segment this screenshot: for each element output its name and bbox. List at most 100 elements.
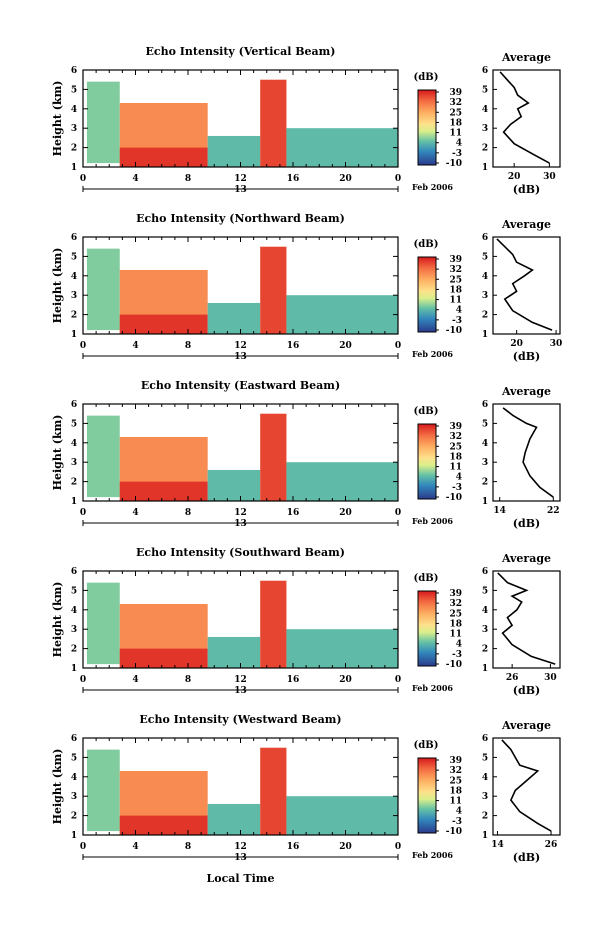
y-tick-label: 4: [71, 439, 77, 449]
panel-5: Echo Intensity (Westward Beam) 12 3 4 5 6 Heig…: [51, 713, 561, 885]
average-y-tick-label: 1: [482, 163, 488, 173]
average-x-tick-label: 22: [547, 506, 560, 516]
colorbar-tick-label: -10: [446, 326, 462, 336]
colorbar-tick-label: 11: [449, 797, 462, 807]
day-label: 13: [234, 352, 247, 362]
x-tick-label: 0: [395, 842, 401, 852]
heatmap-cell: [207, 636, 261, 668]
y-tick-label: 3: [71, 625, 77, 635]
x-tick-label: 4: [132, 508, 138, 518]
day-label: 13: [234, 686, 247, 696]
colorbar-unit: (dB): [414, 406, 439, 417]
day-label: 13: [234, 853, 247, 863]
y-tick-label: 5: [71, 753, 77, 763]
x-tick-label: 16: [287, 675, 300, 685]
y-axis-label: Height (km): [51, 749, 64, 825]
x-tick-label: 8: [185, 842, 191, 852]
y-tick-label: 1: [71, 497, 77, 507]
colorbar-tick-label: 4: [456, 807, 462, 817]
average-y-tick-label: 3: [482, 291, 488, 301]
average-y-tick-label: 3: [482, 625, 488, 635]
x-tick-label: 4: [132, 842, 138, 852]
x-tick-label: 12: [234, 842, 247, 852]
average-x-tick-label: 20: [508, 172, 521, 182]
average-x-label: (dB): [513, 517, 540, 530]
heatmap-cell: [260, 79, 287, 167]
average-y-tick-label: 4: [482, 606, 488, 616]
average-profile-line: [497, 572, 556, 665]
heatmap-cell: [119, 147, 208, 167]
average-profile-line: [502, 407, 554, 498]
heatmap-cell: [260, 413, 287, 501]
colorbar-tick-label: 11: [449, 630, 462, 640]
x-tick-label: 12: [234, 508, 247, 518]
colorbar-tick-label: 18: [449, 285, 462, 295]
average-title: Average: [501, 719, 551, 732]
x-tick-label: 8: [185, 341, 191, 351]
panel-title: Echo Intensity (Northward Beam): [136, 212, 345, 225]
panel-title: Echo Intensity (Eastward Beam): [141, 379, 340, 392]
x-tick-label: 0: [80, 508, 86, 518]
colorbar-tick-label: 18: [449, 118, 462, 128]
average-title: Average: [501, 385, 551, 398]
average-y-tick-label: 3: [482, 792, 488, 802]
x-tick-label: 0: [395, 174, 401, 184]
y-tick-label: 6: [71, 233, 77, 243]
average-y-tick-label: 4: [482, 105, 488, 115]
colorbar-unit: (dB): [414, 72, 439, 83]
colorbar-tick-label: 32: [449, 599, 462, 609]
average-y-tick-label: 2: [482, 311, 488, 321]
y-tick-label: 1: [71, 831, 77, 841]
average-y-tick-label: 3: [482, 124, 488, 134]
colorbar-tick-label: 25: [449, 609, 462, 619]
heatmap-cell: [286, 462, 398, 501]
colorbar-tick-label: 39: [449, 422, 462, 432]
heatmap-cell: [119, 648, 208, 668]
x-tick-label: 4: [132, 341, 138, 351]
heatmap-cell: [86, 415, 120, 498]
colorbar-tick-label: -10: [446, 827, 462, 837]
average-frame: [492, 737, 561, 836]
colorbar-tick-label: 11: [449, 129, 462, 139]
panel-title: Echo Intensity (Westward Beam): [139, 713, 341, 726]
x-tick-label: 16: [287, 174, 300, 184]
average-y-tick-label: 6: [482, 400, 488, 410]
average-x-tick-label: 14: [491, 840, 504, 850]
y-tick-label: 5: [71, 252, 77, 262]
x-tick-label: 16: [287, 842, 300, 852]
heatmap-cell: [86, 81, 120, 164]
y-tick-label: 6: [71, 400, 77, 410]
x-tick-label: 8: [185, 508, 191, 518]
y-tick-label: 2: [71, 144, 77, 154]
y-tick-label: 4: [71, 105, 77, 115]
y-tick-label: 6: [71, 734, 77, 744]
average-x-label: (dB): [513, 684, 540, 697]
average-frame: [492, 403, 561, 502]
x-axis-label: Local Time: [207, 872, 275, 885]
x-tick-label: 20: [339, 174, 352, 184]
average-y-tick-label: 6: [482, 66, 488, 76]
day-label: 13: [234, 185, 247, 195]
x-tick-label: 4: [132, 675, 138, 685]
colorbar-tick-label: -10: [446, 159, 462, 169]
x-tick-label: 0: [395, 508, 401, 518]
colorbar-tick-label: 32: [449, 265, 462, 275]
date-label: Feb 2006: [412, 182, 453, 192]
heatmap-cell: [207, 469, 261, 501]
x-tick-label: 0: [395, 341, 401, 351]
colorbar-tick-label: 4: [456, 473, 462, 483]
colorbar-tick-label: 25: [449, 108, 462, 118]
heatmap-cell: [286, 295, 398, 334]
average-x-label: (dB): [513, 183, 540, 196]
average-x-label: (dB): [513, 851, 540, 864]
y-tick-label: 4: [71, 773, 77, 783]
y-axis-label: Height (km): [51, 81, 64, 157]
x-tick-label: 12: [234, 341, 247, 351]
average-y-tick-label: 5: [482, 419, 488, 429]
colorbar-tick-label: 32: [449, 766, 462, 776]
date-label: Feb 2006: [412, 850, 453, 860]
y-tick-label: 1: [71, 163, 77, 173]
colorbar-tick-label: 32: [449, 98, 462, 108]
heatmap-cell: [286, 796, 398, 835]
